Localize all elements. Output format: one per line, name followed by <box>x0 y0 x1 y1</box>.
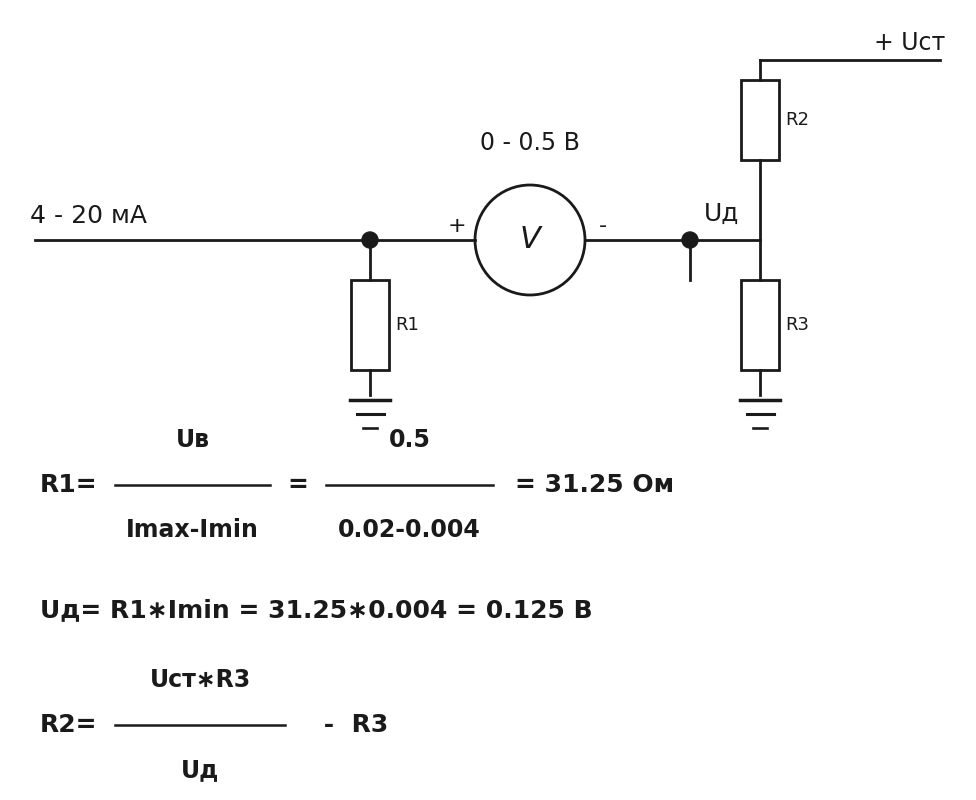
Text: R1=: R1= <box>40 473 98 497</box>
Text: 4 - 20 мА: 4 - 20 мА <box>30 204 147 228</box>
Text: R2=: R2= <box>40 713 98 737</box>
Bar <box>741 280 779 370</box>
Text: Imax-Imin: Imax-Imin <box>126 518 259 542</box>
Text: 0.5: 0.5 <box>388 428 430 452</box>
Text: -: - <box>599 216 607 236</box>
Text: V: V <box>519 226 541 254</box>
Text: =: = <box>288 473 308 497</box>
Text: Uв: Uв <box>176 428 210 452</box>
Bar <box>741 80 779 160</box>
Bar <box>351 280 389 370</box>
Circle shape <box>682 232 698 248</box>
Text: Uст∗R3: Uст∗R3 <box>149 668 251 692</box>
Text: R2: R2 <box>785 111 809 129</box>
Text: Uд: Uд <box>704 202 740 226</box>
Circle shape <box>362 232 378 248</box>
Text: -  R3: - R3 <box>315 713 388 737</box>
Text: +: + <box>448 216 467 236</box>
Text: R3: R3 <box>785 316 809 334</box>
Text: 0 - 0.5 В: 0 - 0.5 В <box>480 131 580 155</box>
Text: + Uст: + Uст <box>874 31 945 55</box>
Text: 0.02-0.004: 0.02-0.004 <box>338 518 481 542</box>
Text: R1: R1 <box>395 316 419 334</box>
Text: = 31.25 Ом: = 31.25 Ом <box>515 473 674 497</box>
Text: Uд= R1∗Imin = 31.25∗0.004 = 0.125 В: Uд= R1∗Imin = 31.25∗0.004 = 0.125 В <box>40 598 592 622</box>
Text: Uд: Uд <box>181 758 220 782</box>
